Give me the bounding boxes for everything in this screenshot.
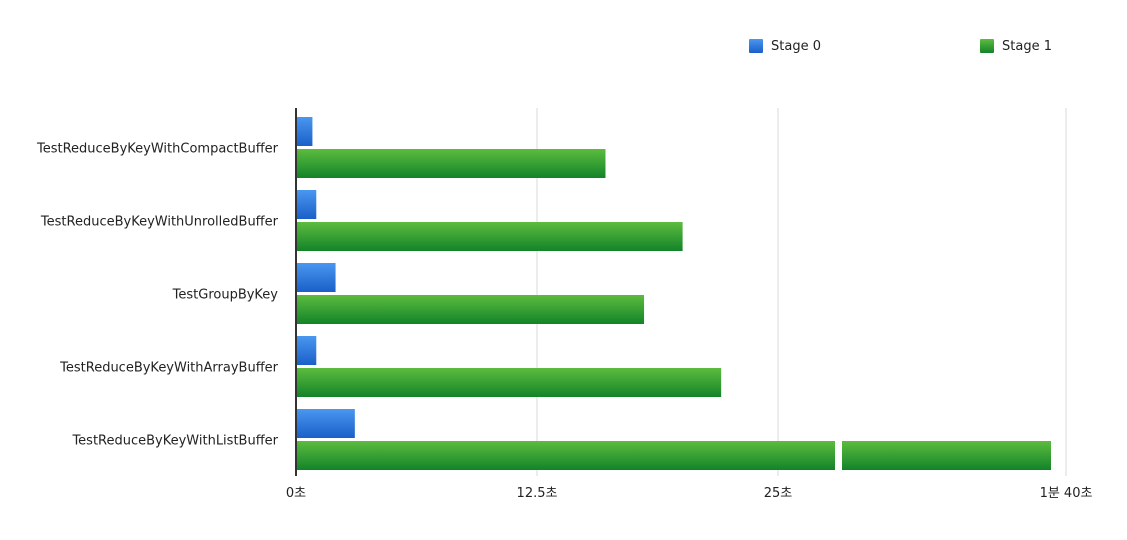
x-tick-label: 12.5초 [517,486,558,501]
legend-label-stage-1: Stage 1 [1002,38,1052,54]
bar-stage-1-continued[interactable] [842,441,1051,470]
category-label: TestReduceByKeyWithUnrolledBuffer [40,215,279,230]
bar-stage-0[interactable] [297,117,313,146]
category-label: TestReduceByKeyWithListBuffer [71,434,278,449]
category-label: TestReduceByKeyWithCompactBuffer [36,142,279,157]
category-label: TestGroupByKey [172,288,279,303]
category-label: TestReduceByKeyWithArrayBuffer [59,361,279,376]
legend-item-stage-0[interactable]: Stage 0 [749,36,821,56]
legend-swatch-stage-1 [980,39,994,53]
bar-stage-0[interactable] [297,190,317,219]
bar-stage-1[interactable] [297,368,722,397]
legend-item-stage-1[interactable]: Stage 1 [980,36,1052,56]
legend-label-stage-0: Stage 0 [771,38,821,54]
x-tick-label: 1분 40초 [1040,486,1093,501]
bar-stage-0[interactable] [297,409,355,438]
x-tick-label: 0초 [286,486,306,501]
bar-stage-1[interactable] [297,149,606,178]
legend-swatch-stage-0 [749,39,763,53]
x-tick-label: 25초 [764,486,793,501]
bar-stage-1[interactable] [297,441,835,470]
bar-stage-1[interactable] [297,295,645,324]
bar-stage-0[interactable] [297,336,317,365]
bar-stage-1[interactable] [297,222,683,251]
bar-stage-0[interactable] [297,263,336,292]
